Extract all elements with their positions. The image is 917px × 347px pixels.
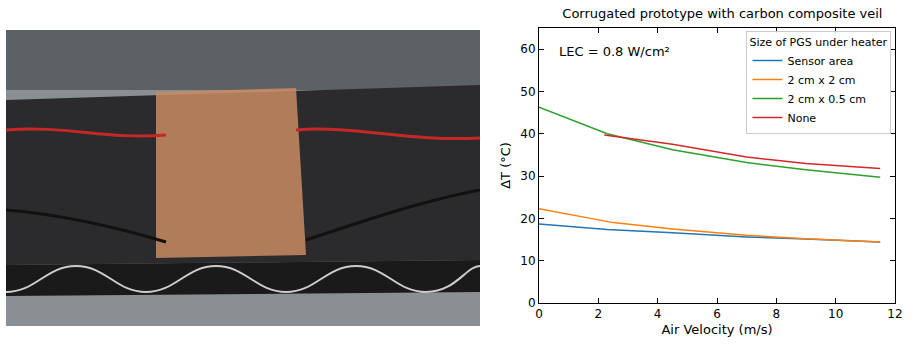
svg-text:8: 8 bbox=[773, 307, 781, 321]
svg-text:ΔT (°C): ΔT (°C) bbox=[498, 142, 513, 189]
svg-text:Corrugated prototype with carb: Corrugated prototype with carbon composi… bbox=[562, 6, 882, 21]
svg-text:Sensor area: Sensor area bbox=[787, 55, 853, 68]
svg-text:10: 10 bbox=[520, 254, 535, 268]
svg-text:20: 20 bbox=[520, 212, 535, 226]
svg-text:2 cm x 0.5 cm: 2 cm x 0.5 cm bbox=[787, 93, 866, 106]
svg-text:50: 50 bbox=[520, 85, 535, 99]
svg-text:0: 0 bbox=[528, 296, 536, 310]
svg-text:6: 6 bbox=[713, 307, 721, 321]
svg-text:LEC = 0.8 W/cm²: LEC = 0.8 W/cm² bbox=[559, 44, 670, 59]
svg-text:10: 10 bbox=[828, 307, 843, 321]
svg-text:0: 0 bbox=[535, 307, 543, 321]
svg-text:60: 60 bbox=[520, 42, 535, 56]
svg-text:4: 4 bbox=[654, 307, 662, 321]
svg-text:30: 30 bbox=[520, 169, 535, 183]
svg-text:40: 40 bbox=[520, 127, 535, 141]
svg-text:2: 2 bbox=[595, 307, 603, 321]
svg-text:12: 12 bbox=[887, 307, 902, 321]
svg-text:2 cm x 2 cm: 2 cm x 2 cm bbox=[787, 74, 855, 87]
svg-text:Air Velocity (m/s): Air Velocity (m/s) bbox=[661, 322, 772, 337]
svg-text:Size of PGS under heater: Size of PGS under heater bbox=[749, 36, 887, 49]
svg-text:None: None bbox=[787, 112, 816, 125]
